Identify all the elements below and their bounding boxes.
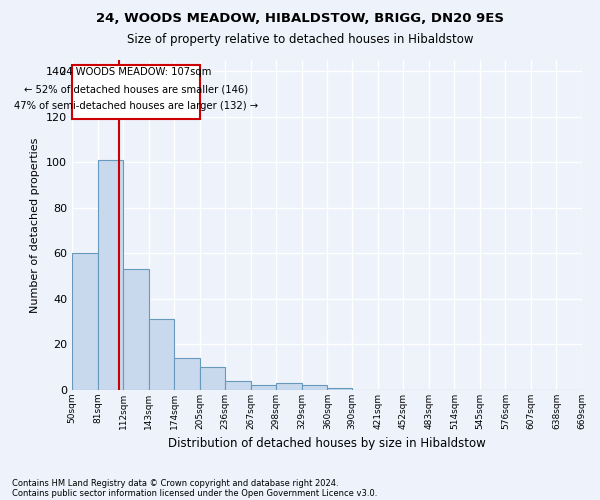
Bar [302,386,328,390]
Text: ← 52% of detached houses are smaller (146): ← 52% of detached houses are smaller (14… [24,84,248,94]
FancyBboxPatch shape [72,64,200,119]
Bar [98,160,123,390]
Bar [149,320,174,390]
Text: 24 WOODS MEADOW: 107sqm: 24 WOODS MEADOW: 107sqm [60,67,212,77]
Text: Contains public sector information licensed under the Open Government Licence v3: Contains public sector information licen… [12,488,377,498]
Bar [225,381,251,390]
Text: Size of property relative to detached houses in Hibaldstow: Size of property relative to detached ho… [127,32,473,46]
Bar [174,358,200,390]
Bar [328,388,352,390]
Bar [200,367,225,390]
Bar [277,383,302,390]
Bar [251,386,277,390]
Y-axis label: Number of detached properties: Number of detached properties [31,138,40,312]
Bar [123,270,149,390]
X-axis label: Distribution of detached houses by size in Hibaldstow: Distribution of detached houses by size … [168,438,486,450]
Text: Contains HM Land Registry data © Crown copyright and database right 2024.: Contains HM Land Registry data © Crown c… [12,478,338,488]
Bar [72,254,98,390]
Text: 24, WOODS MEADOW, HIBALDSTOW, BRIGG, DN20 9ES: 24, WOODS MEADOW, HIBALDSTOW, BRIGG, DN2… [96,12,504,26]
Text: 47% of semi-detached houses are larger (132) →: 47% of semi-detached houses are larger (… [14,102,258,112]
